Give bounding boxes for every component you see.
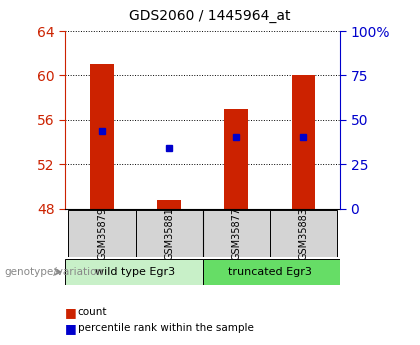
Text: ■: ■ [65,322,77,335]
Text: GSM35883: GSM35883 [298,207,308,260]
Text: truncated Egr3: truncated Egr3 [228,267,312,277]
Bar [136,210,203,257]
Bar [158,200,181,209]
Text: GSM35881: GSM35881 [164,207,174,260]
Bar [68,210,136,257]
Bar [203,259,340,285]
Text: count: count [78,307,107,317]
Text: GSM35877: GSM35877 [231,207,241,260]
Bar [203,210,270,257]
Bar [291,76,315,209]
Bar [65,259,203,285]
Bar [224,109,248,209]
Text: wild type Egr3: wild type Egr3 [95,267,176,277]
Text: ■: ■ [65,306,77,319]
Text: GDS2060 / 1445964_at: GDS2060 / 1445964_at [129,9,291,23]
Bar [270,210,337,257]
Bar [90,65,114,209]
Text: percentile rank within the sample: percentile rank within the sample [78,324,254,333]
Text: GSM35879: GSM35879 [97,207,107,260]
Text: genotype/variation: genotype/variation [4,267,103,276]
